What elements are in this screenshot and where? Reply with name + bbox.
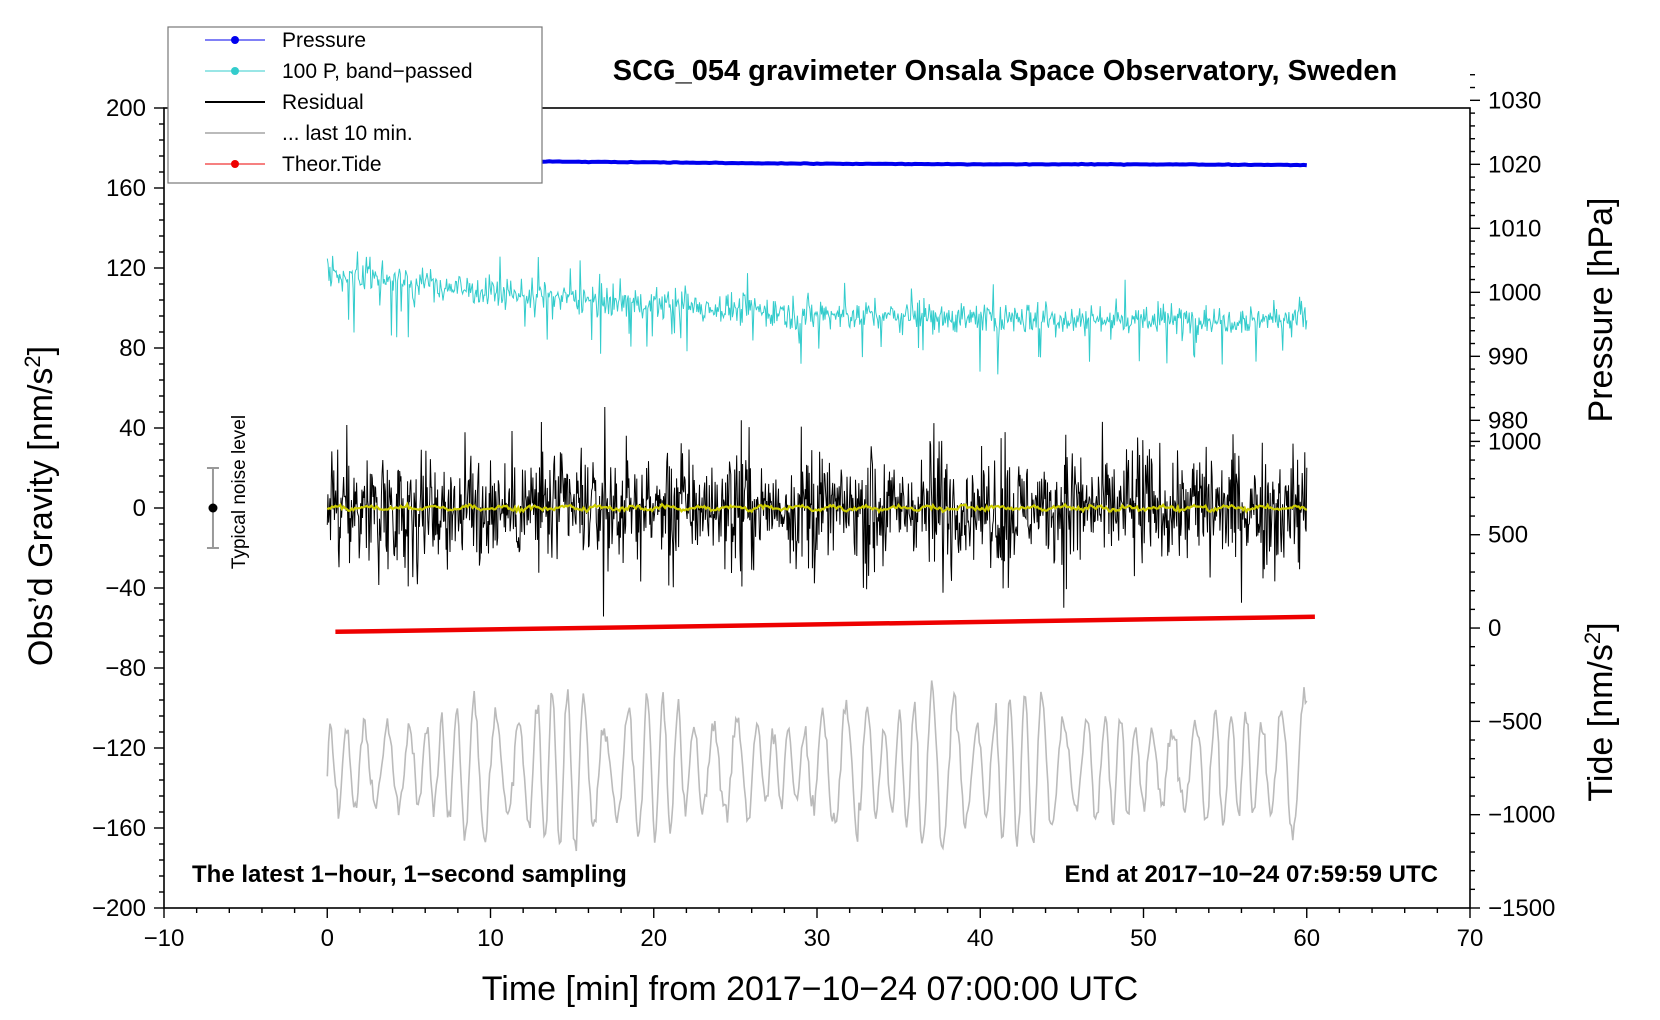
- y-axis-title-tide-main: Tide [nm/s: [1582, 644, 1620, 801]
- y-tick-label-left: 160: [106, 175, 146, 202]
- legend-marker: [231, 160, 239, 168]
- y-axis-title-left: Obs’d Gravity [nm/s2]: [20, 346, 60, 666]
- y-tick-label-left: −160: [92, 815, 146, 842]
- y-axis-title-tide-sup: 2: [1580, 632, 1605, 644]
- y-axis-title-tide: Tide [nm/s2]: [1580, 622, 1620, 801]
- noise-marker: Typical noise level: [207, 415, 250, 569]
- tide-tick-label: 500: [1488, 522, 1528, 549]
- pressure-tick-label: 1030: [1488, 87, 1541, 114]
- y-tick-label-left: 120: [106, 255, 146, 282]
- legend-label: Pressure: [282, 29, 366, 52]
- y-axis-title-left-close: ]: [22, 346, 60, 355]
- tide-tick-label: −1000: [1488, 802, 1555, 829]
- pressure-tick-label: 1000: [1488, 279, 1541, 306]
- y-tick-label-left: −40: [105, 575, 146, 602]
- series-last-10-min: [327, 681, 1307, 852]
- y-tick-label-left: 40: [119, 415, 146, 442]
- x-tick-label: 70: [1457, 925, 1484, 952]
- y-tick-label-left: −80: [105, 655, 146, 682]
- y-tick-label-left: −200: [92, 895, 146, 922]
- series-band-passed-pressure: [327, 252, 1307, 375]
- y-axis-title-pressure: Pressure [hPa]: [1582, 198, 1620, 423]
- x-axis-title: Time [min] from 2017−10−24 07:00:00 UTC: [482, 970, 1138, 1008]
- tide-tick-label: −500: [1488, 708, 1542, 735]
- y-axis-title-left-sup: 2: [20, 355, 45, 367]
- x-tick-label: 30: [804, 925, 831, 952]
- pressure-tick-label: 990: [1488, 343, 1528, 370]
- tide-tick-label: 1000: [1488, 428, 1541, 455]
- gravimeter-chart: −10 0 10 20 30 40 50 60 70 −200 −160 −120 −80 −40 0 40 8…: [0, 0, 1660, 1020]
- series-layer: [327, 159, 1315, 851]
- legend-label: Residual: [282, 91, 364, 114]
- pressure-tick-label: 1010: [1488, 215, 1541, 242]
- legend-marker: [231, 67, 239, 75]
- pressure-tick-label: 1020: [1488, 151, 1541, 178]
- y-tick-label-left: 80: [119, 335, 146, 362]
- tide-tick-label: −1500: [1488, 895, 1555, 922]
- legend-marker: [231, 36, 239, 44]
- x-tick-label: 10: [477, 925, 504, 952]
- annotation-bottom-right: End at 2017−10−24 07:59:59 UTC: [1064, 861, 1438, 888]
- chart-svg: −10 0 10 20 30 40 50 60 70−200−160−120−80−400408…: [0, 0, 1660, 1020]
- noise-label: Typical noise level: [229, 415, 250, 569]
- y-axis-title-tide-close: ]: [1582, 622, 1620, 631]
- y-axis-title-left-main: Obs’d Gravity [nm/s: [22, 368, 60, 667]
- x-tick-label: 50: [1130, 925, 1157, 952]
- x-tick-label: −10: [144, 925, 185, 952]
- tide-tick-label: 0: [1488, 615, 1501, 642]
- legend-label: 100 P, band−passed: [282, 60, 473, 83]
- legend-label: Theor.Tide: [282, 153, 382, 176]
- y-tick-label-left: −120: [92, 735, 146, 762]
- x-tick-label: 60: [1293, 925, 1320, 952]
- x-tick-label: 40: [967, 925, 994, 952]
- chart-title: SCG_054 gravimeter Onsala Space Observat…: [613, 55, 1397, 87]
- series-theoretical-tide: [335, 617, 1315, 632]
- x-tick-label: 20: [640, 925, 667, 952]
- annotation-bottom-left: The latest 1−hour, 1−second sampling: [192, 861, 627, 888]
- y-tick-label-left: 200: [106, 95, 146, 122]
- y-tick-label-left: 0: [133, 495, 146, 522]
- legend-label: ... last 10 min.: [282, 122, 413, 145]
- noise-dot: [208, 504, 217, 513]
- x-tick-label: 0: [321, 925, 334, 952]
- legend: Pressure 100 P, band−passed Residual ... la…: [168, 27, 542, 183]
